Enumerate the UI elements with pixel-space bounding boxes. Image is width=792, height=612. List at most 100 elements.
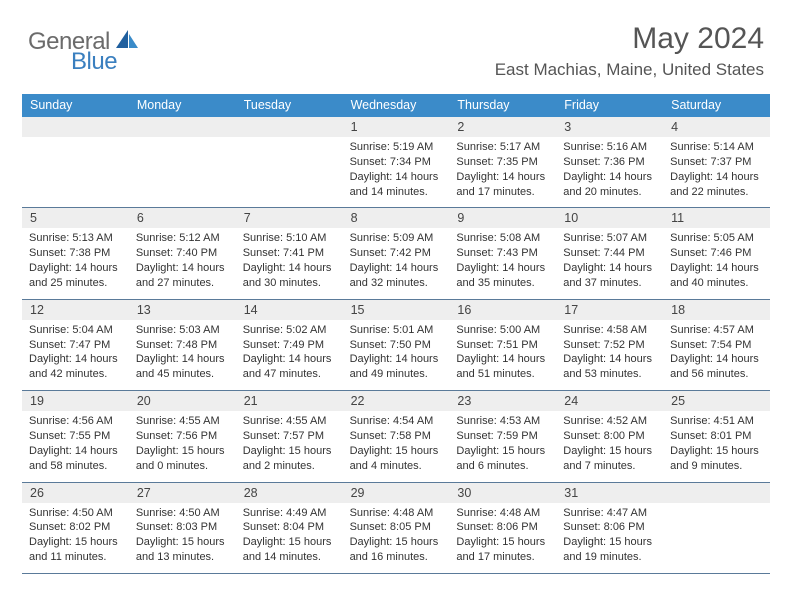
day-cell: Sunrise: 5:05 AMSunset: 7:46 PMDaylight:… bbox=[663, 228, 770, 298]
day-line: Sunset: 7:59 PM bbox=[456, 429, 549, 444]
day-line: Sunrise: 5:02 AM bbox=[243, 323, 336, 338]
day-number: 25 bbox=[663, 391, 770, 411]
day-number: 13 bbox=[129, 300, 236, 320]
day-line: Sunrise: 5:00 AM bbox=[456, 323, 549, 338]
day-line: and 25 minutes. bbox=[29, 276, 122, 291]
day-line: Daylight: 14 hours bbox=[563, 352, 656, 367]
day-line: Daylight: 15 hours bbox=[29, 535, 122, 550]
day-number bbox=[129, 117, 236, 137]
day-line: Sunset: 7:38 PM bbox=[29, 246, 122, 261]
day-line: Daylight: 15 hours bbox=[456, 535, 549, 550]
day-cell: Sunrise: 4:47 AMSunset: 8:06 PMDaylight:… bbox=[556, 503, 663, 573]
day-cell: Sunrise: 5:16 AMSunset: 7:36 PMDaylight:… bbox=[556, 137, 663, 207]
day-line: and 45 minutes. bbox=[136, 367, 229, 382]
day-line: Sunset: 7:57 PM bbox=[243, 429, 336, 444]
calendar: SundayMondayTuesdayWednesdayThursdayFrid… bbox=[22, 94, 770, 574]
day-line: Sunset: 7:47 PM bbox=[29, 338, 122, 353]
day-line: Sunrise: 5:16 AM bbox=[563, 140, 656, 155]
day-line: Daylight: 14 hours bbox=[243, 352, 336, 367]
day-line: Sunrise: 5:01 AM bbox=[350, 323, 443, 338]
day-line: Sunrise: 5:05 AM bbox=[670, 231, 763, 246]
day-line: and 13 minutes. bbox=[136, 550, 229, 565]
day-line: Sunrise: 4:47 AM bbox=[563, 506, 656, 521]
day-line: Sunrise: 5:09 AM bbox=[350, 231, 443, 246]
day-line: Sunrise: 4:53 AM bbox=[456, 414, 549, 429]
day-line: Daylight: 14 hours bbox=[29, 444, 122, 459]
day-line: Sunset: 7:51 PM bbox=[456, 338, 549, 353]
day-line: and 14 minutes. bbox=[243, 550, 336, 565]
day-line: Sunrise: 4:49 AM bbox=[243, 506, 336, 521]
day-number: 31 bbox=[556, 483, 663, 503]
day-line: Sunset: 7:44 PM bbox=[563, 246, 656, 261]
day-line: and 9 minutes. bbox=[670, 459, 763, 474]
day-line: Sunset: 7:56 PM bbox=[136, 429, 229, 444]
day-number bbox=[663, 483, 770, 503]
day-cell: Sunrise: 4:51 AMSunset: 8:01 PMDaylight:… bbox=[663, 411, 770, 481]
day-line: and 20 minutes. bbox=[563, 185, 656, 200]
day-line: Daylight: 15 hours bbox=[563, 444, 656, 459]
day-line: Daylight: 15 hours bbox=[456, 444, 549, 459]
day-number: 11 bbox=[663, 208, 770, 228]
dayname: Thursday bbox=[449, 94, 556, 117]
day-line: and 17 minutes. bbox=[456, 550, 549, 565]
day-line: Daylight: 15 hours bbox=[136, 535, 229, 550]
day-line: Daylight: 15 hours bbox=[350, 535, 443, 550]
day-line: Sunrise: 4:56 AM bbox=[29, 414, 122, 429]
day-cell: Sunrise: 5:04 AMSunset: 7:47 PMDaylight:… bbox=[22, 320, 129, 390]
day-number: 8 bbox=[343, 208, 450, 228]
day-line: Daylight: 14 hours bbox=[29, 261, 122, 276]
day-line: and 47 minutes. bbox=[243, 367, 336, 382]
day-cell: Sunrise: 5:12 AMSunset: 7:40 PMDaylight:… bbox=[129, 228, 236, 298]
day-number: 9 bbox=[449, 208, 556, 228]
day-line: Daylight: 14 hours bbox=[563, 261, 656, 276]
day-line: Daylight: 14 hours bbox=[563, 170, 656, 185]
day-line: Sunset: 7:58 PM bbox=[350, 429, 443, 444]
logo: General Blue bbox=[28, 26, 140, 57]
day-cell: Sunrise: 5:14 AMSunset: 7:37 PMDaylight:… bbox=[663, 137, 770, 207]
header: General Blue May 2024 East Machias, Main… bbox=[0, 0, 792, 84]
day-cell: Sunrise: 4:50 AMSunset: 8:02 PMDaylight:… bbox=[22, 503, 129, 573]
day-cell: Sunrise: 4:57 AMSunset: 7:54 PMDaylight:… bbox=[663, 320, 770, 390]
day-line: Sunrise: 5:13 AM bbox=[29, 231, 122, 246]
day-line: Sunset: 8:02 PM bbox=[29, 520, 122, 535]
day-number: 23 bbox=[449, 391, 556, 411]
day-line: Sunrise: 5:10 AM bbox=[243, 231, 336, 246]
day-line: Sunset: 7:35 PM bbox=[456, 155, 549, 170]
day-line: Sunset: 8:06 PM bbox=[563, 520, 656, 535]
dayname: Wednesday bbox=[343, 94, 450, 117]
day-cell: Sunrise: 4:48 AMSunset: 8:06 PMDaylight:… bbox=[449, 503, 556, 573]
day-line: Sunset: 8:06 PM bbox=[456, 520, 549, 535]
day-line: Sunrise: 4:57 AM bbox=[670, 323, 763, 338]
day-cell: Sunrise: 4:49 AMSunset: 8:04 PMDaylight:… bbox=[236, 503, 343, 573]
day-cell: Sunrise: 5:02 AMSunset: 7:49 PMDaylight:… bbox=[236, 320, 343, 390]
day-cell: Sunrise: 4:54 AMSunset: 7:58 PMDaylight:… bbox=[343, 411, 450, 481]
location: East Machias, Maine, United States bbox=[495, 60, 764, 80]
day-line: and 22 minutes. bbox=[670, 185, 763, 200]
day-cell: Sunrise: 5:17 AMSunset: 7:35 PMDaylight:… bbox=[449, 137, 556, 207]
day-number: 12 bbox=[22, 300, 129, 320]
day-number: 28 bbox=[236, 483, 343, 503]
day-line: Sunrise: 4:58 AM bbox=[563, 323, 656, 338]
day-line: Daylight: 14 hours bbox=[29, 352, 122, 367]
day-cell: Sunrise: 5:10 AMSunset: 7:41 PMDaylight:… bbox=[236, 228, 343, 298]
day-line: Daylight: 15 hours bbox=[563, 535, 656, 550]
day-cell bbox=[129, 137, 236, 207]
day-number: 24 bbox=[556, 391, 663, 411]
day-cell: Sunrise: 5:01 AMSunset: 7:50 PMDaylight:… bbox=[343, 320, 450, 390]
day-line: Sunset: 7:46 PM bbox=[670, 246, 763, 261]
day-line: Sunrise: 5:19 AM bbox=[350, 140, 443, 155]
day-line: Daylight: 14 hours bbox=[136, 352, 229, 367]
day-number: 19 bbox=[22, 391, 129, 411]
day-line: Sunrise: 4:50 AM bbox=[136, 506, 229, 521]
day-line: Sunrise: 5:12 AM bbox=[136, 231, 229, 246]
day-cell: Sunrise: 5:08 AMSunset: 7:43 PMDaylight:… bbox=[449, 228, 556, 298]
day-number: 6 bbox=[129, 208, 236, 228]
day-number: 10 bbox=[556, 208, 663, 228]
day-line: and 40 minutes. bbox=[670, 276, 763, 291]
day-cell: Sunrise: 5:00 AMSunset: 7:51 PMDaylight:… bbox=[449, 320, 556, 390]
day-line: Sunset: 7:37 PM bbox=[670, 155, 763, 170]
day-line: and 17 minutes. bbox=[456, 185, 549, 200]
day-line: and 0 minutes. bbox=[136, 459, 229, 474]
day-number: 4 bbox=[663, 117, 770, 137]
day-line: Daylight: 14 hours bbox=[350, 261, 443, 276]
